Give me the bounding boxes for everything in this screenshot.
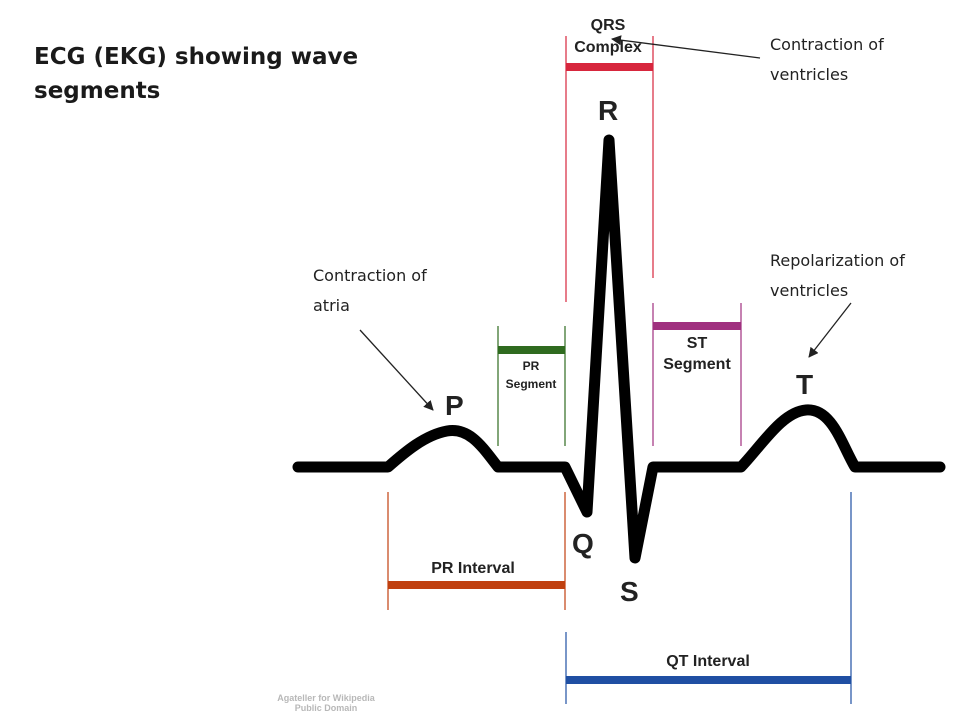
- image-credit-line1: Agateller for Wikipedia: [277, 693, 375, 703]
- st-segment-label-line1: ST: [687, 335, 708, 352]
- pr-interval-bracket: PR Interval: [387, 492, 566, 610]
- qrs-complex-bracket: QRS Complex: [565, 17, 654, 302]
- wave-label-t: T: [796, 369, 813, 400]
- wave-label-r: R: [598, 95, 618, 126]
- pr-segment-label-line2: Segment: [506, 377, 557, 391]
- st-segment-bracket: ST Segment: [652, 303, 742, 446]
- ecg-trace: [292, 134, 946, 564]
- note-line: Repolarization of: [770, 251, 905, 270]
- wave-label-q: Q: [572, 528, 594, 559]
- qt-interval-bracket: QT Interval: [565, 492, 852, 704]
- note-line: Contraction of: [770, 35, 884, 54]
- arrow-ventricles-repolarization: [808, 302, 852, 358]
- pr-interval-label: PR Interval: [431, 560, 515, 577]
- image-credit-line2: Public Domain: [295, 703, 358, 713]
- qt-interval-label: QT Interval: [666, 653, 750, 670]
- note-line: Contraction of: [313, 266, 427, 285]
- arrow-ventricles-contraction: [611, 35, 761, 59]
- note-ventricles-contraction: Contraction of ventricles: [770, 30, 950, 90]
- qrs-label-line1: QRS: [591, 17, 626, 34]
- qrs-label-line2: Complex: [574, 39, 642, 56]
- arrow-atria-contraction: [359, 329, 434, 411]
- note-ventricles-repolarization: Repolarization of ventricles: [770, 246, 955, 306]
- pr-segment-label-line1: PR: [523, 359, 540, 373]
- pr-segment-bracket: PR Segment: [497, 326, 566, 446]
- note-line: atria: [313, 296, 350, 315]
- note-line: ventricles: [770, 65, 849, 84]
- slide-title: ECG (EKG) showing wave segments: [34, 44, 359, 104]
- wave-label-s: S: [620, 576, 639, 607]
- note-line: ventricles: [770, 281, 849, 300]
- wave-label-p: P: [445, 390, 464, 421]
- note-atria-contraction: Contraction of atria: [313, 261, 473, 321]
- st-segment-label-line2: Segment: [663, 356, 731, 373]
